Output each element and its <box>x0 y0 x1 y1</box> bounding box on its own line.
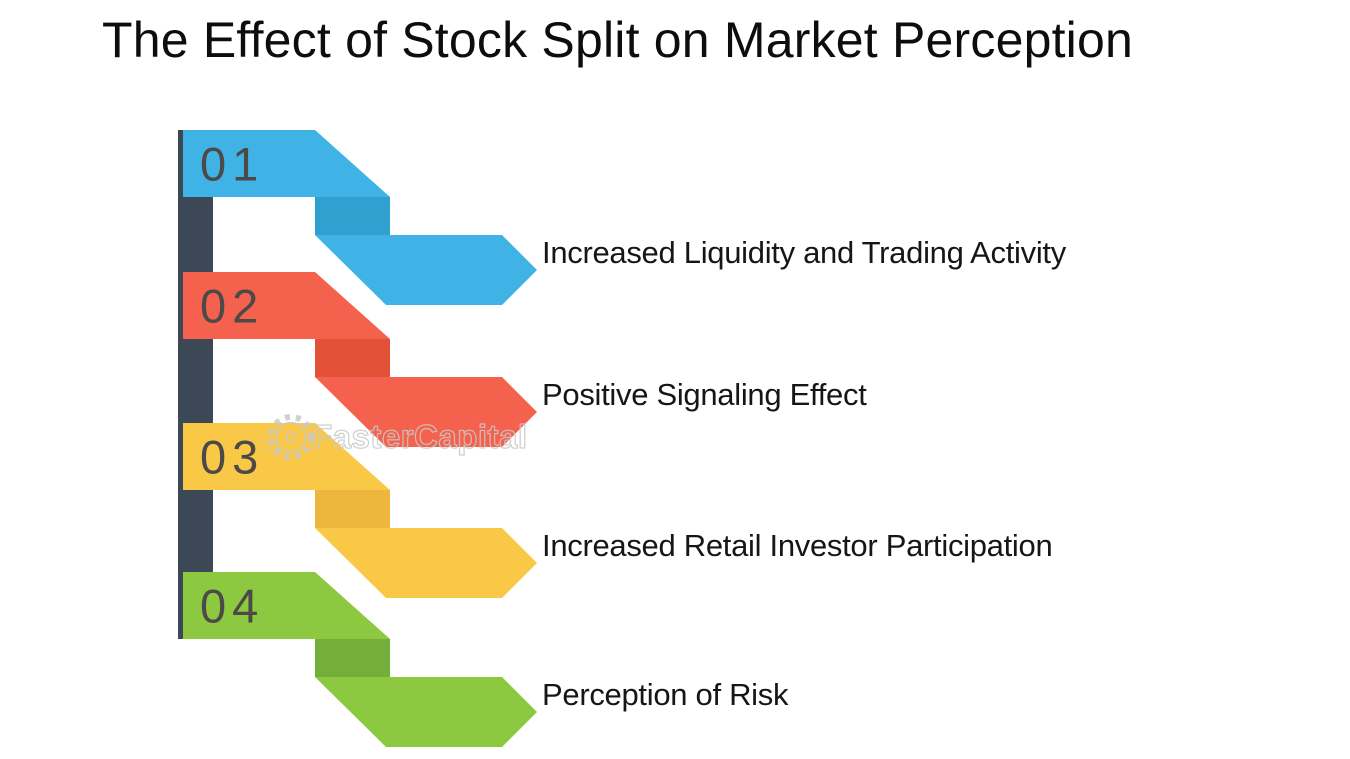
step-number: 03 <box>200 430 265 483</box>
ribbon-fold <box>315 490 390 528</box>
step-number: 04 <box>200 579 265 632</box>
ribbon-fold <box>315 339 390 377</box>
spine-bar <box>178 130 213 639</box>
ribbon-fold <box>315 197 390 235</box>
ribbon-fold <box>315 639 390 677</box>
ribbon-step-4: 04 Perception of Risk <box>0 572 1350 752</box>
watermark-text: FasterCapital <box>311 417 528 455</box>
ribbon-step-3: 03 Increased Retail Investor Participati… <box>0 423 1350 603</box>
step-label: Increased Liquidity and Trading Activity <box>542 235 1066 270</box>
step-number: 02 <box>200 279 265 332</box>
ribbon-arrow <box>315 677 537 747</box>
ribbon-header: 02 <box>183 272 390 339</box>
ribbon-header: 01 <box>183 130 390 197</box>
step-label: Perception of Risk <box>542 677 789 712</box>
ribbon-step-2: 02 Positive Signaling Effect <box>0 272 1350 452</box>
ribbon-step-1: 01 Increased Liquidity and Trading Activ… <box>0 130 1350 310</box>
step-label: Increased Retail Investor Participation <box>542 528 1053 563</box>
step-label: Positive Signaling Effect <box>542 377 867 412</box>
gear-icon <box>268 414 314 460</box>
page-title: The Effect of Stock Split on Market Perc… <box>102 12 1134 68</box>
step-number: 01 <box>200 137 265 190</box>
ribbon-header: 04 <box>183 572 390 639</box>
